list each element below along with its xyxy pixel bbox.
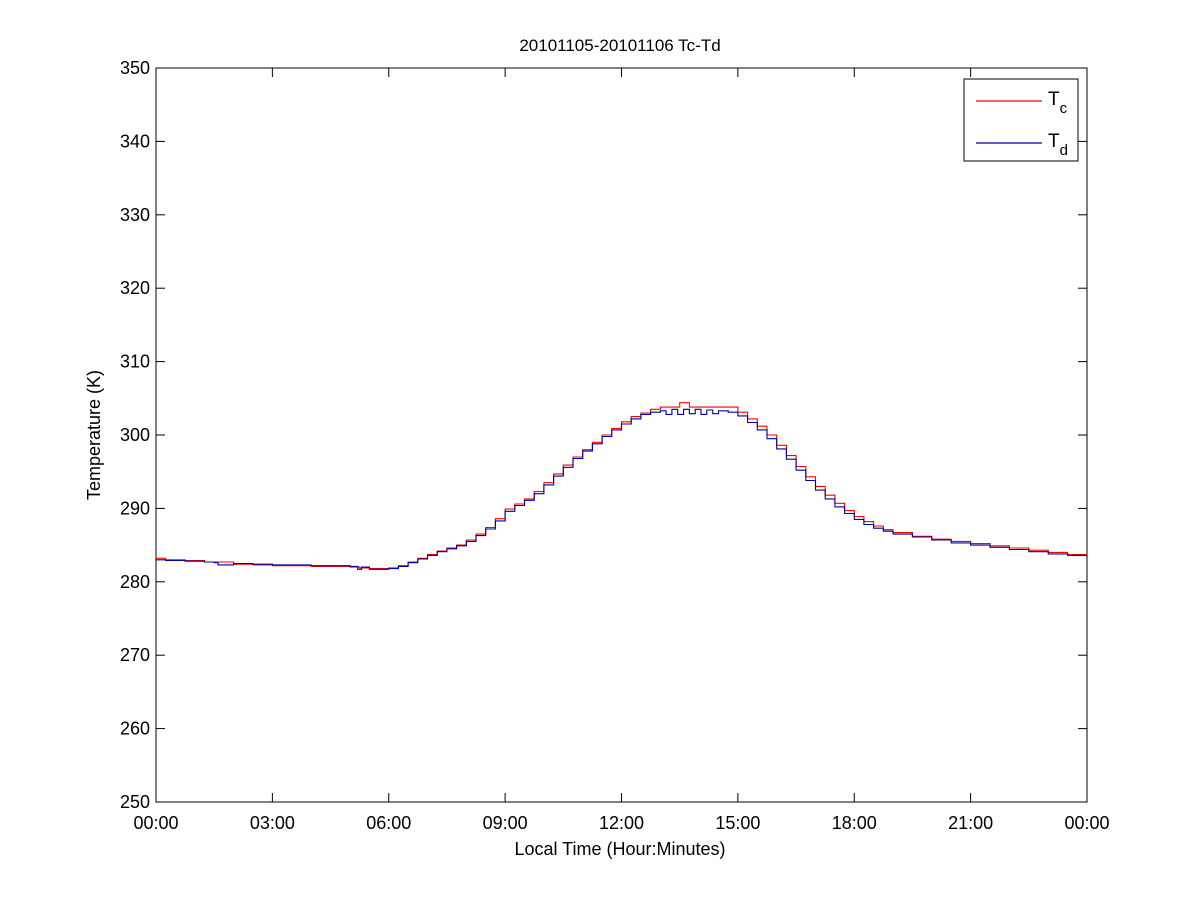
x-tick-label: 00:00	[133, 813, 178, 833]
y-tick-label: 260	[120, 719, 150, 739]
legend-label-subscript: c	[1060, 100, 1068, 117]
x-tick-label: 15:00	[715, 813, 760, 833]
x-tick-label: 12:00	[599, 813, 644, 833]
x-tick-label: 18:00	[832, 813, 877, 833]
y-tick-label: 320	[120, 278, 150, 298]
legend-label-main: T	[1048, 89, 1060, 110]
legend-label-main: T	[1048, 131, 1060, 152]
y-tick-label: 340	[120, 131, 150, 151]
y-tick-label: 300	[120, 425, 150, 445]
y-axis-label: Temperature (K)	[84, 370, 104, 500]
y-tick-label: 250	[120, 792, 150, 812]
x-tick-label: 21:00	[948, 813, 993, 833]
y-tick-label: 270	[120, 645, 150, 665]
x-tick-label: 00:00	[1064, 813, 1109, 833]
series-line-td	[156, 408, 1088, 570]
legend-label: Tc	[1048, 89, 1068, 117]
x-tick-label: 06:00	[366, 813, 411, 833]
series-lines	[156, 402, 1088, 570]
x-tick-label: 03:00	[250, 813, 295, 833]
x-tick-label: 09:00	[483, 813, 528, 833]
legend-label: Td	[1048, 131, 1068, 159]
axes: 00:00 03:00 06:00 09:00 12:00 15:00 18:00 21:00…	[120, 58, 1110, 833]
chart-title: 20101105-20101106 Tc-Td	[519, 36, 720, 55]
plot-area-frame	[155, 67, 1088, 803]
y-tick-label: 310	[120, 352, 150, 372]
x-axis-label: Local Time (Hour:Minutes)	[514, 839, 725, 859]
y-tick-label: 280	[120, 572, 150, 592]
y-tick-label: 330	[120, 205, 150, 225]
y-tick-label: 290	[120, 498, 150, 518]
legend-label-subscript: d	[1060, 142, 1068, 159]
y-tick-label: 350	[120, 58, 150, 78]
legend-box	[963, 78, 1079, 162]
